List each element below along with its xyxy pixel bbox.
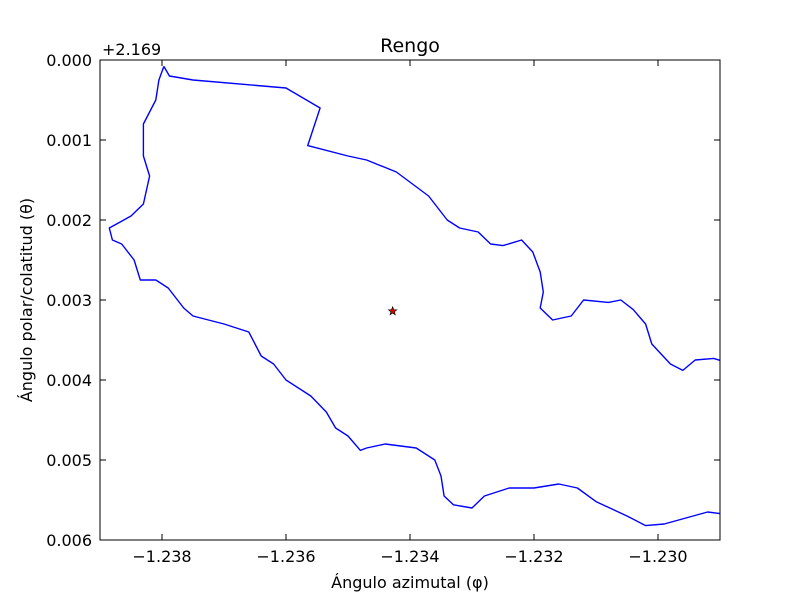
x-tick-label: −1.234	[380, 547, 439, 566]
y-axis-label: Ángulo polar/colatitud (θ)	[17, 198, 36, 402]
y-tick-label: 0.003	[46, 291, 92, 310]
plot-area	[108, 66, 720, 527]
y-tick-label: 0.005	[46, 451, 92, 470]
y-tick-label: 0.002	[46, 211, 92, 230]
y-offset-label: +2.169	[102, 40, 161, 59]
x-tick-label: −1.238	[132, 547, 191, 566]
boundary-line	[108, 66, 720, 527]
y-tick-label: 0.006	[46, 531, 92, 550]
y-axis-ticks: 0.000 0.001 0.002 0.003 0.004 0.005 0.006	[46, 51, 720, 550]
chart-title: Rengo	[380, 35, 440, 57]
centroid-star-marker	[387, 305, 398, 316]
x-axis-ticks: −1.238 −1.236 −1.234 −1.232 −1.230	[132, 60, 688, 566]
y-tick-label: 0.001	[46, 131, 92, 150]
x-tick-label: −1.230	[628, 547, 687, 566]
x-axis-label: Ángulo azimutal (φ)	[331, 573, 489, 592]
y-tick-label: 0.000	[46, 51, 92, 70]
x-tick-label: −1.236	[256, 547, 315, 566]
y-tick-label: 0.004	[46, 371, 92, 390]
x-tick-label: −1.232	[504, 547, 563, 566]
